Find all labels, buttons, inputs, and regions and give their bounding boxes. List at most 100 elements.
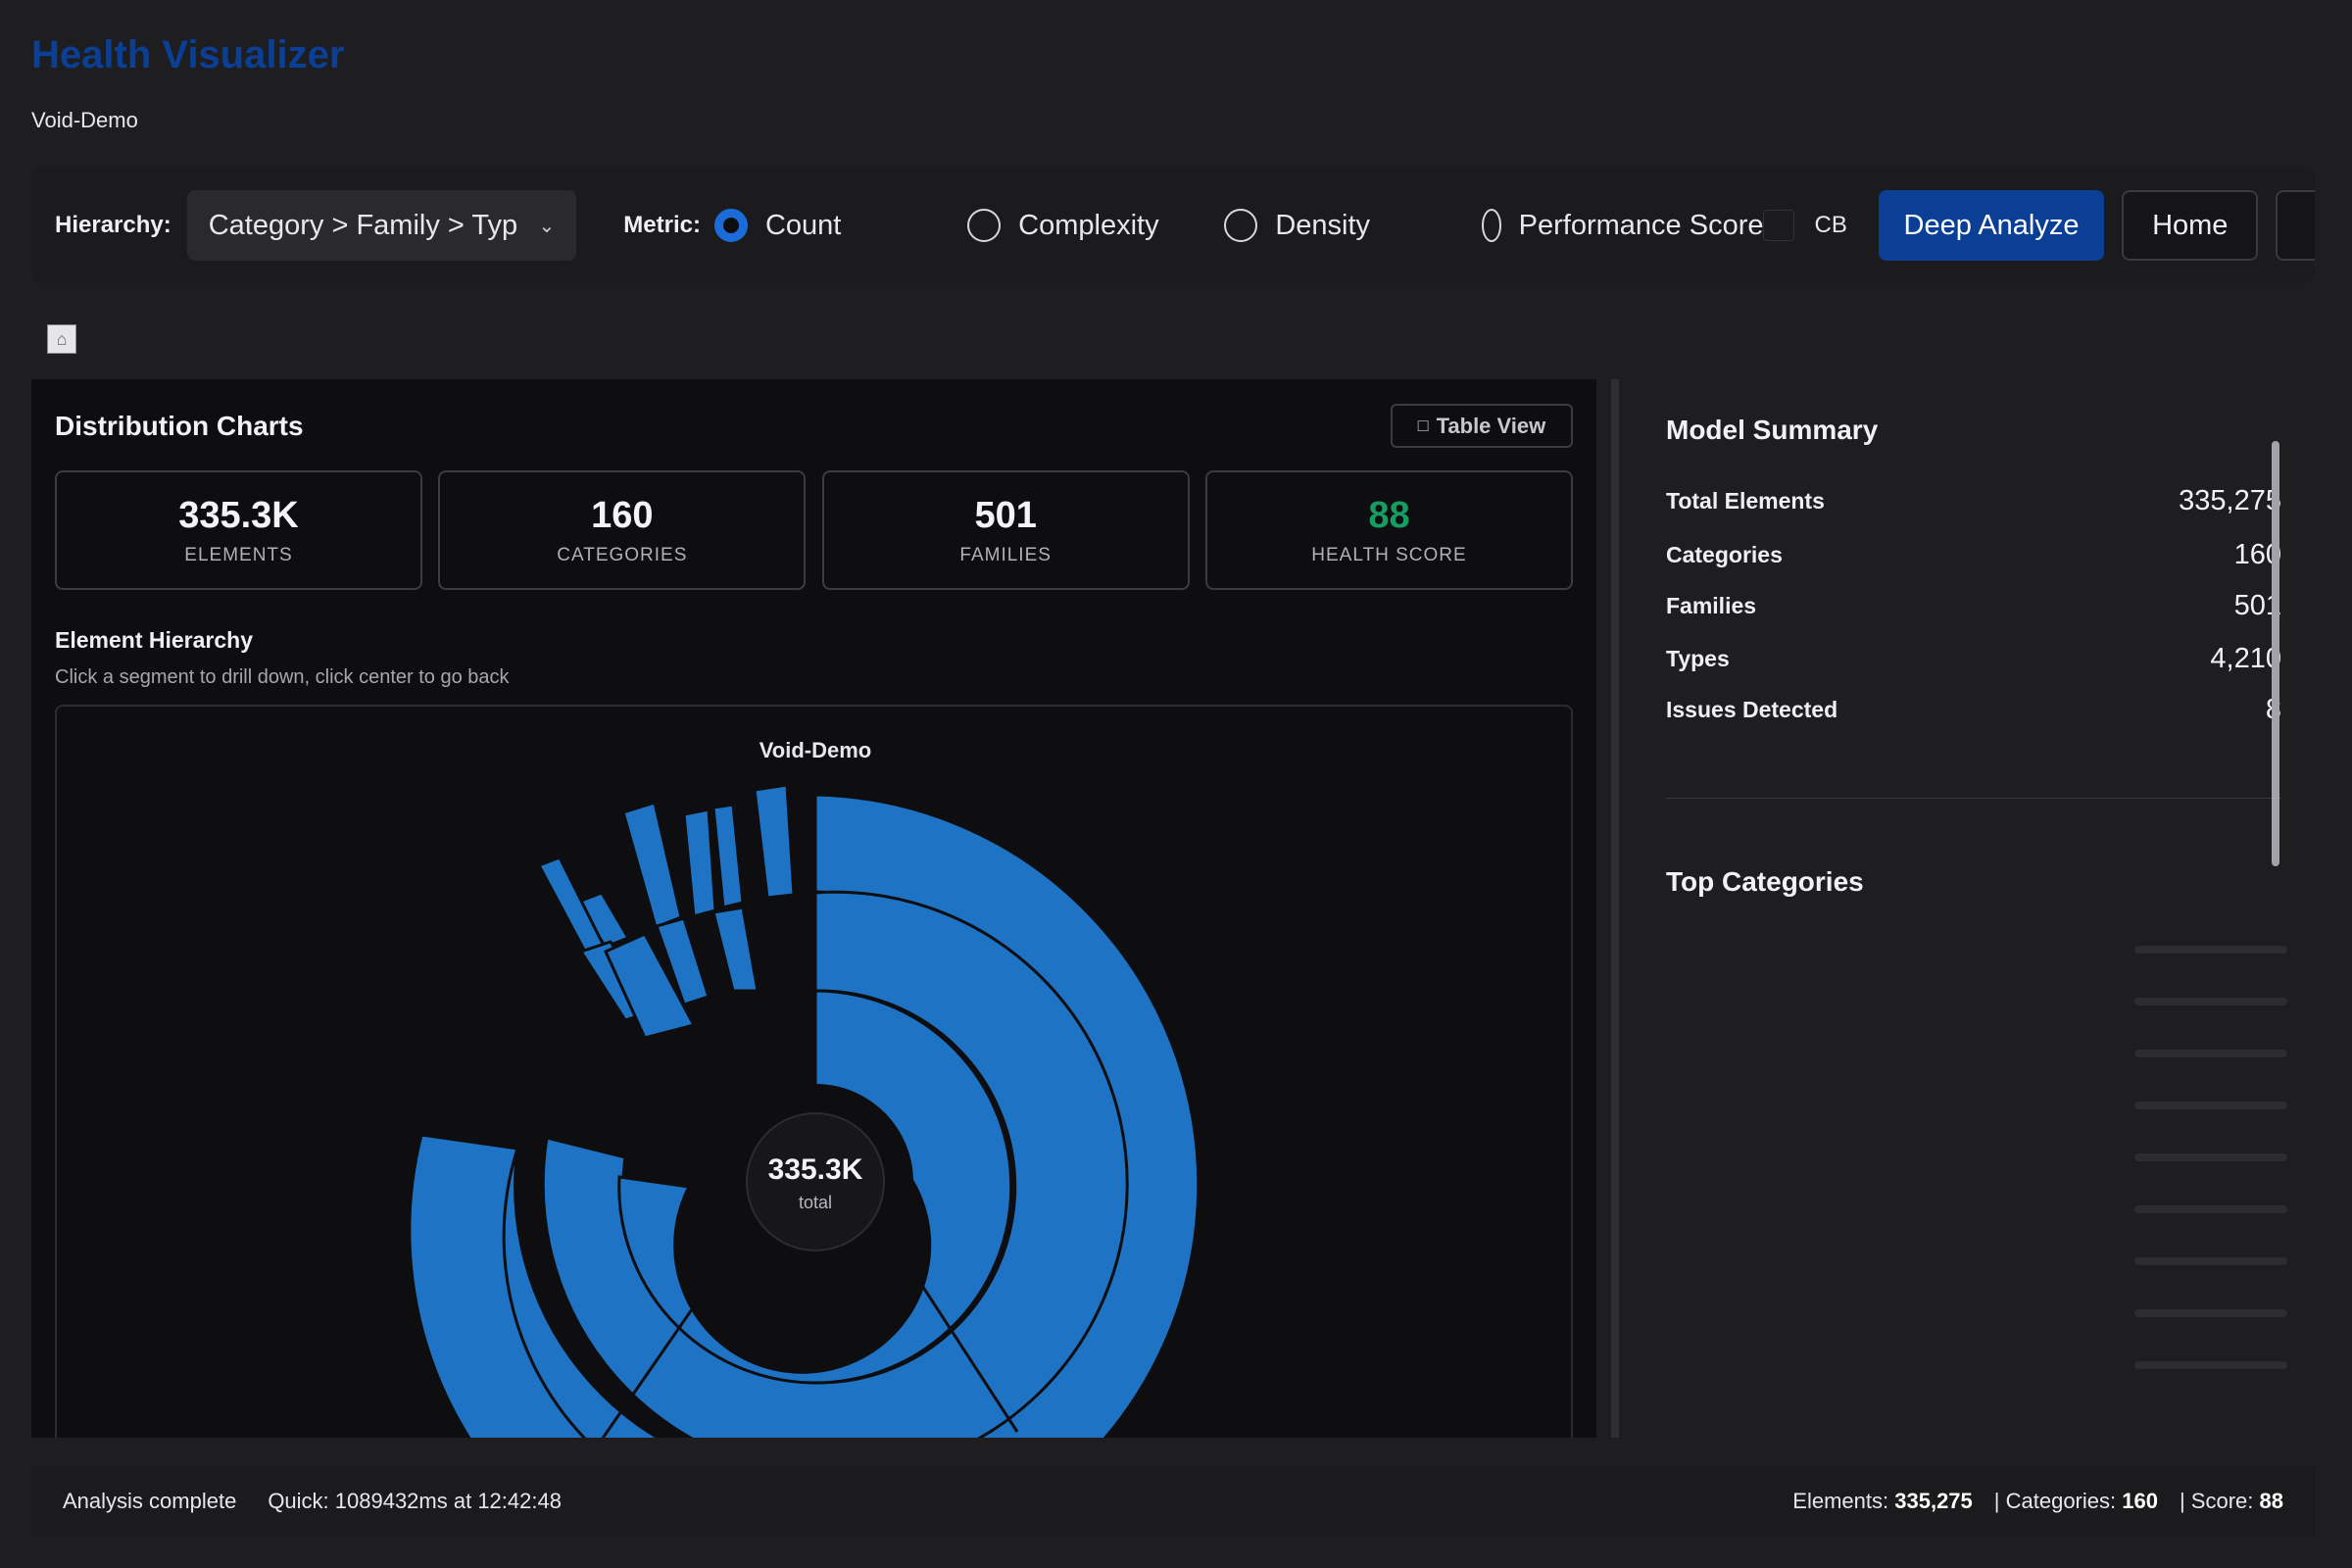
loading-placeholder (2134, 1050, 2287, 1057)
stat-label: CATEGORIES (557, 544, 688, 565)
panel-resize-handle[interactable] (1611, 379, 1619, 1438)
loading-placeholder (2134, 1257, 2287, 1265)
summary-row-types: Types 4,210 (1666, 643, 2281, 675)
summary-key: Families (1666, 593, 1757, 618)
stat-value: 160 (591, 494, 654, 536)
distribution-panel: Distribution Charts □ Table View 335.3K … (31, 379, 1596, 1438)
checkbox-box (1763, 210, 1795, 241)
sunburst-segment[interactable] (408, 1133, 694, 1438)
hierarchy-title: Element Hierarchy (55, 627, 253, 653)
metric-radio-complexity[interactable]: Complexity (967, 209, 1224, 242)
status-elements-label: Elements: (1792, 1489, 1889, 1513)
hierarchy-label: Hierarchy: (55, 212, 172, 238)
cb-label: CB (1814, 212, 1847, 238)
summary-divider (1666, 798, 2281, 799)
summary-key: Categories (1666, 542, 1783, 567)
stat-value: 335.3K (178, 494, 299, 536)
status-score: | Score: 88 (2180, 1489, 2283, 1514)
sunburst-segment[interactable] (541, 890, 1129, 1438)
status-score-label: | Score: (2179, 1489, 2254, 1513)
summary-value: 335,275 (2179, 485, 2281, 516)
center-disc[interactable] (746, 1112, 885, 1251)
center-value: 335.3K (768, 1153, 863, 1186)
sunburst-chart: Void-Demo 335.3K total (55, 705, 1573, 1438)
cb-checkbox[interactable]: CB (1763, 210, 1847, 241)
loading-placeholder (2134, 1102, 2287, 1109)
stat-card-families: 501 FAMILIES (821, 470, 1190, 590)
home-button[interactable]: Home (2122, 190, 2259, 261)
summary-key: Total Elements (1666, 488, 1825, 514)
summary-value: 4,210 (2210, 643, 2281, 674)
status-categories: | Categories: 160 (1994, 1489, 2158, 1514)
center-label: total (799, 1193, 832, 1212)
stat-label: FAMILIES (959, 544, 1052, 565)
stat-card-categories: 160 CATEGORIES (438, 470, 807, 590)
toolbar: Hierarchy: Category > Family > Typ ⌄ Met… (31, 168, 2315, 283)
metric-radio-label: Complexity (1018, 209, 1159, 241)
chevron-down-icon: ⌄ (538, 215, 556, 237)
status-categories-value: 160 (2122, 1489, 2158, 1513)
stat-card-elements: 335.3K ELEMENTS (55, 470, 422, 590)
sunburst-segment[interactable] (617, 989, 1013, 1385)
loading-placeholder (2134, 1361, 2287, 1369)
sunburst-segment[interactable] (682, 808, 717, 918)
distribution-title: Distribution Charts (55, 411, 304, 441)
hierarchy-hint: Click a segment to drill down, click cen… (55, 666, 510, 688)
status-elements: Elements: 335,275 (1792, 1489, 1972, 1514)
sunburst-segment[interactable] (604, 932, 697, 1040)
status-categories-label: | Categories: (1993, 1489, 2117, 1513)
project-name: Void-Demo (31, 108, 138, 132)
metric-label: Metric: (623, 212, 701, 238)
radio-dot (1481, 209, 1501, 242)
metric-radio-density[interactable]: Density (1224, 209, 1481, 242)
summary-row-families: Families 501 (1666, 590, 2281, 622)
table-view-button[interactable]: □ Table View (1391, 404, 1573, 448)
status-metrics: Elements: 335,275 | Categories: 160 | Sc… (1792, 1489, 2283, 1514)
summary-row-issues: Issues Detected 8 (1666, 694, 2281, 726)
loading-placeholder (2134, 1309, 2287, 1317)
metric-radio-label: Performance Score (1518, 209, 1764, 241)
status-bar: Analysis complete Quick: 1089432ms at 12… (31, 1466, 2315, 1537)
table-view-label: Table View (1436, 413, 1546, 438)
top-categories-title: Top Categories (1666, 866, 1864, 897)
radio-dot (967, 209, 1002, 242)
loading-placeholder (2134, 1153, 2287, 1161)
sunburst-segment[interactable] (621, 801, 683, 929)
sunburst-segment[interactable] (711, 906, 760, 993)
status-score-value: 88 (2259, 1489, 2283, 1513)
status-timing: Quick: 1089432ms at 12:42:48 (268, 1489, 562, 1513)
deep-analyze-button[interactable]: Deep Analyze (1878, 190, 2105, 261)
sunburst-segment[interactable] (711, 803, 745, 909)
loading-placeholder (2134, 998, 2287, 1005)
sunburst-svg: Void-Demo 335.3K total (408, 738, 1200, 1438)
metric-radio-label: Density (1275, 209, 1371, 241)
metric-radio-performance-score[interactable]: Performance Score (1481, 209, 1764, 242)
metric-radio-count[interactable]: Count (713, 209, 967, 242)
hierarchy-select[interactable]: Category > Family > Typ ⌄ (186, 190, 577, 261)
model-summary-title: Model Summary (1666, 415, 1879, 445)
sunburst-segment[interactable] (753, 783, 796, 900)
toolbar-overflow-button[interactable] (2276, 190, 2315, 261)
summary-row-total-elements: Total Elements 335,275 (1666, 485, 2281, 517)
stat-value: 501 (974, 494, 1037, 536)
metric-radio-label: Count (764, 209, 842, 241)
loading-placeholder (2134, 946, 2287, 954)
table-icon: □ (1417, 416, 1429, 435)
summary-scrollbar[interactable] (2272, 441, 2279, 866)
sunburst-segment[interactable] (655, 916, 710, 1006)
home-icon[interactable]: ⌂ (47, 324, 76, 354)
app-title: Health Visualizer (31, 33, 345, 76)
loading-placeholder (2134, 1205, 2287, 1213)
radio-dot (1224, 209, 1258, 242)
stat-label: HEALTH SCORE (1311, 544, 1467, 565)
stat-value: 88 (1368, 494, 1410, 536)
chart-title: Void-Demo (760, 738, 871, 762)
summary-key: Issues Detected (1666, 697, 1838, 722)
hierarchy-select-value: Category > Family > Typ (208, 209, 518, 241)
radio-dot (713, 209, 748, 242)
stat-cards: 335.3K ELEMENTS 160 CATEGORIES 501 FAMIL… (55, 470, 1573, 590)
model-summary-panel: Model Summary Total Elements 335,275 Cat… (1637, 379, 2311, 1438)
stat-card-health-score: 88 HEALTH SCORE (1204, 470, 1573, 590)
stat-label: ELEMENTS (184, 544, 293, 565)
status-state: Analysis complete (63, 1489, 237, 1513)
